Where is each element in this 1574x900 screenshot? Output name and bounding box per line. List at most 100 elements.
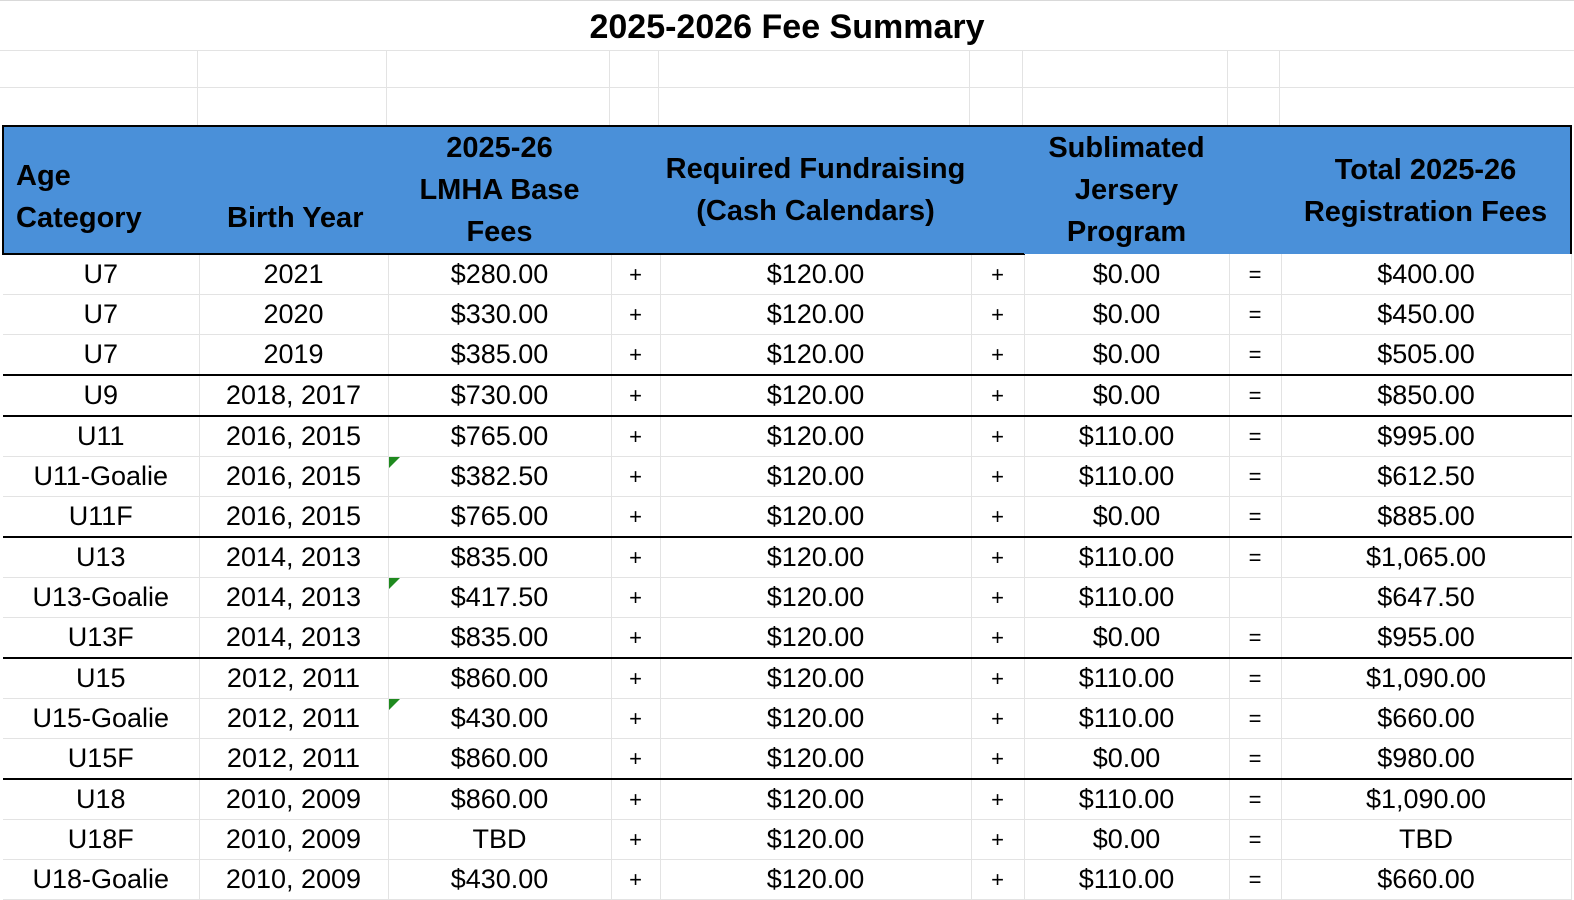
equals-cell[interactable]: =: [1229, 778, 1282, 820]
plus-cell[interactable]: +: [611, 657, 661, 699]
age-category-cell[interactable]: U15: [3, 657, 200, 699]
jersey-cell[interactable]: $0.00: [1024, 294, 1230, 335]
jersey-cell[interactable]: $110.00: [1024, 778, 1230, 820]
plus-cell[interactable]: +: [611, 617, 661, 659]
total-cell[interactable]: $400.00: [1281, 254, 1572, 295]
age-category-cell[interactable]: U18F: [3, 819, 200, 860]
base-fee-cell[interactable]: $835.00: [388, 536, 612, 578]
empty-row[interactable]: [0, 50, 1574, 88]
header-age-category[interactable]: Age Category: [2, 125, 199, 255]
jersey-cell[interactable]: $0.00: [1024, 254, 1230, 295]
plus-cell[interactable]: +: [611, 254, 661, 295]
plus-cell[interactable]: +: [611, 334, 661, 376]
base-fee-cell[interactable]: $765.00: [388, 496, 612, 538]
equals-cell[interactable]: =: [1229, 819, 1282, 860]
equals-cell[interactable]: =: [1229, 496, 1282, 538]
plus-cell[interactable]: +: [971, 617, 1025, 659]
jersey-cell[interactable]: $0.00: [1024, 738, 1230, 780]
birth-year-cell[interactable]: 2010, 2009: [199, 778, 389, 820]
fundraising-cell[interactable]: $120.00: [660, 254, 972, 295]
fundraising-cell[interactable]: $120.00: [660, 577, 972, 618]
birth-year-cell[interactable]: 2020: [199, 294, 389, 335]
base-fee-cell[interactable]: $385.00: [388, 334, 612, 376]
jersey-cell[interactable]: $110.00: [1024, 536, 1230, 578]
empty-row[interactable]: [0, 87, 1574, 125]
fundraising-cell[interactable]: $120.00: [660, 496, 972, 538]
total-cell[interactable]: $505.00: [1281, 334, 1572, 376]
total-cell[interactable]: $885.00: [1281, 496, 1572, 538]
plus-cell[interactable]: +: [971, 456, 1025, 497]
fundraising-cell[interactable]: $120.00: [660, 819, 972, 860]
birth-year-cell[interactable]: 2014, 2013: [199, 617, 389, 659]
fundraising-cell[interactable]: $120.00: [660, 334, 972, 376]
birth-year-cell[interactable]: 2012, 2011: [199, 738, 389, 780]
age-category-cell[interactable]: U15-Goalie: [3, 698, 200, 739]
header-blank[interactable]: [611, 125, 660, 255]
plus-cell[interactable]: +: [611, 374, 661, 417]
total-cell[interactable]: $612.50: [1281, 456, 1572, 497]
age-category-cell[interactable]: U13: [3, 536, 200, 578]
jersey-cell[interactable]: $110.00: [1024, 698, 1230, 739]
plus-cell[interactable]: +: [611, 415, 661, 457]
total-cell[interactable]: $980.00: [1281, 738, 1572, 780]
base-fee-cell[interactable]: $835.00: [388, 617, 612, 659]
age-category-cell[interactable]: U11-Goalie: [3, 456, 200, 497]
equals-cell[interactable]: =: [1229, 456, 1282, 497]
equals-cell[interactable]: =: [1229, 536, 1282, 578]
equals-cell[interactable]: =: [1229, 415, 1282, 457]
fundraising-cell[interactable]: $120.00: [660, 738, 972, 780]
jersey-cell[interactable]: $110.00: [1024, 415, 1230, 457]
equals-cell[interactable]: =: [1229, 294, 1282, 335]
plus-cell[interactable]: +: [971, 819, 1025, 860]
base-fee-cell[interactable]: $430.00: [388, 698, 612, 739]
equals-cell[interactable]: =: [1229, 657, 1282, 699]
header-blank[interactable]: [1229, 125, 1281, 254]
plus-cell[interactable]: +: [971, 294, 1025, 335]
base-fee-cell[interactable]: $860.00: [388, 778, 612, 820]
header-birth-year[interactable]: Birth Year: [199, 125, 388, 255]
header-fundraising[interactable]: Required Fundraising (Cash Calendars): [660, 125, 971, 255]
fundraising-cell[interactable]: $120.00: [660, 415, 972, 457]
plus-cell[interactable]: +: [611, 294, 661, 335]
base-fee-cell[interactable]: $860.00: [388, 657, 612, 699]
total-cell[interactable]: $647.50: [1281, 577, 1572, 618]
equals-cell[interactable]: =: [1229, 617, 1282, 659]
plus-cell[interactable]: +: [971, 374, 1025, 417]
birth-year-cell[interactable]: 2016, 2015: [199, 456, 389, 497]
total-cell[interactable]: $660.00: [1281, 698, 1572, 739]
age-category-cell[interactable]: U7: [3, 254, 200, 295]
age-category-cell[interactable]: U18: [3, 778, 200, 820]
fundraising-cell[interactable]: $120.00: [660, 294, 972, 335]
plus-cell[interactable]: +: [971, 778, 1025, 820]
equals-cell[interactable]: [1229, 577, 1282, 618]
age-category-cell[interactable]: U11: [3, 415, 200, 457]
plus-cell[interactable]: +: [971, 254, 1025, 295]
total-cell[interactable]: $1,090.00: [1281, 778, 1572, 820]
equals-cell[interactable]: =: [1229, 738, 1282, 780]
plus-cell[interactable]: +: [971, 415, 1025, 457]
header-blank[interactable]: [971, 125, 1024, 255]
plus-cell[interactable]: +: [611, 819, 661, 860]
age-category-cell[interactable]: U7: [3, 294, 200, 335]
age-category-cell[interactable]: U7: [3, 334, 200, 376]
fundraising-cell[interactable]: $120.00: [660, 617, 972, 659]
plus-cell[interactable]: +: [971, 738, 1025, 780]
fundraising-cell[interactable]: $120.00: [660, 698, 972, 739]
equals-cell[interactable]: =: [1229, 374, 1282, 417]
sheet-title[interactable]: 2025-2026 Fee Summary: [0, 0, 1574, 51]
plus-cell[interactable]: +: [971, 698, 1025, 739]
equals-cell[interactable]: =: [1229, 254, 1282, 295]
base-fee-cell[interactable]: $860.00: [388, 738, 612, 780]
equals-cell[interactable]: =: [1229, 334, 1282, 376]
birth-year-cell[interactable]: 2018, 2017: [199, 374, 389, 417]
base-fee-cell[interactable]: $765.00: [388, 415, 612, 457]
plus-cell[interactable]: +: [611, 496, 661, 538]
jersey-cell[interactable]: $0.00: [1024, 334, 1230, 376]
jersey-cell[interactable]: $110.00: [1024, 577, 1230, 618]
plus-cell[interactable]: +: [971, 496, 1025, 538]
jersey-cell[interactable]: $110.00: [1024, 657, 1230, 699]
plus-cell[interactable]: +: [971, 334, 1025, 376]
total-cell[interactable]: $1,090.00: [1281, 657, 1572, 699]
base-fee-cell[interactable]: $417.50: [388, 577, 612, 618]
plus-cell[interactable]: +: [611, 456, 661, 497]
